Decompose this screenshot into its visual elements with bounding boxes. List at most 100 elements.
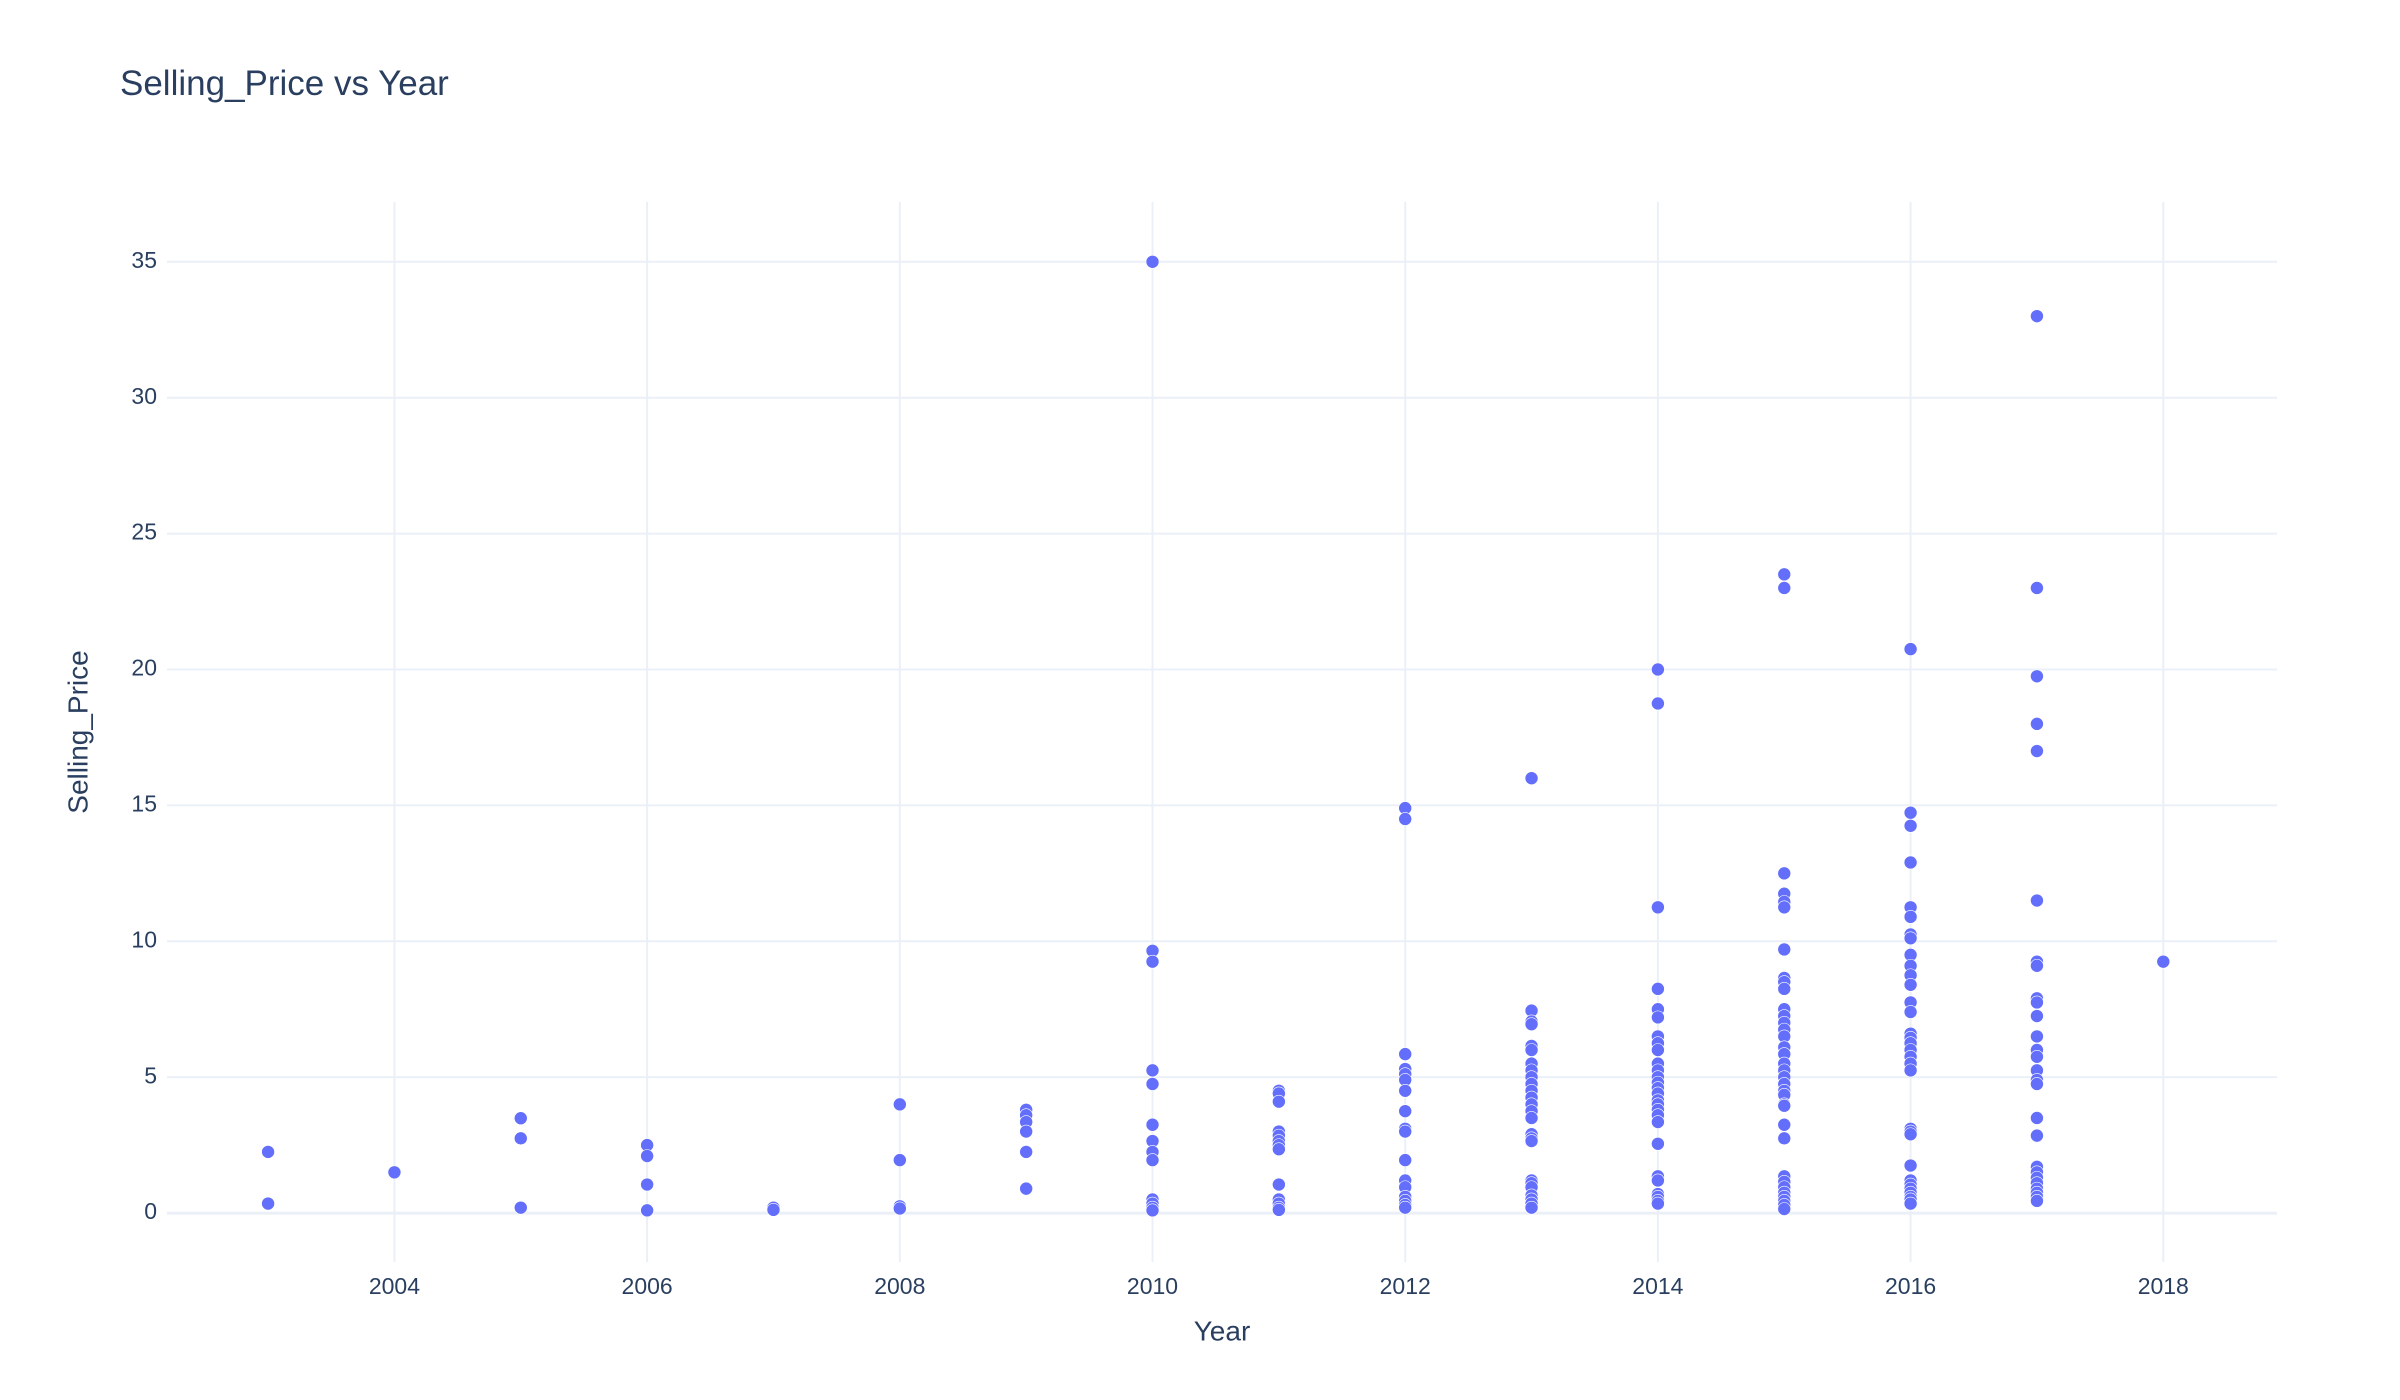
data-point[interactable] <box>1524 1200 1539 1215</box>
data-point[interactable] <box>1903 1127 1918 1142</box>
data-point[interactable] <box>1272 1177 1286 1192</box>
data-point[interactable] <box>1903 931 1918 946</box>
data-point[interactable] <box>1777 567 1792 582</box>
data-point[interactable] <box>1903 1005 1918 1019</box>
x-tick-label: 2006 <box>622 1273 673 1299</box>
data-point[interactable] <box>1903 855 1918 870</box>
data-point[interactable] <box>1398 1104 1413 1118</box>
data-point[interactable] <box>2030 1128 2044 1143</box>
data-point[interactable] <box>2030 1194 2044 1208</box>
data-point[interactable] <box>1272 1203 1286 1217</box>
data-point[interactable] <box>1524 1134 1539 1148</box>
data-point[interactable] <box>387 1165 402 1180</box>
y-tick-label: 0 <box>144 1198 157 1224</box>
data-point[interactable] <box>1777 581 1792 595</box>
data-point[interactable] <box>1398 1200 1413 1215</box>
data-point[interactable] <box>2030 995 2044 1010</box>
data-point[interactable] <box>1145 254 1160 269</box>
data-point[interactable] <box>1272 1142 1286 1157</box>
data-point[interactable] <box>766 1203 781 1217</box>
data-point[interactable] <box>1777 942 1792 957</box>
data-point[interactable] <box>1651 900 1665 915</box>
data-point[interactable] <box>1524 1043 1539 1057</box>
data-point[interactable] <box>2030 717 2044 731</box>
data-point[interactable] <box>893 1153 907 1167</box>
data-point[interactable] <box>2030 1077 2044 1091</box>
data-point[interactable] <box>2030 309 2044 323</box>
data-point[interactable] <box>1398 1124 1413 1139</box>
x-tick-label: 2016 <box>1885 1273 1936 1299</box>
x-tick-label: 2008 <box>874 1273 925 1299</box>
data-point[interactable] <box>1145 1117 1160 1132</box>
data-point[interactable] <box>2030 669 2044 684</box>
x-tick-labels: 2004 2006 2008 2010 2012 2014 2016 2018 <box>369 1273 2189 1299</box>
data-point[interactable] <box>1777 982 1792 996</box>
data-point[interactable] <box>2156 954 2171 969</box>
data-point[interactable] <box>893 1097 907 1112</box>
data-point[interactable] <box>1651 1010 1665 1025</box>
data-point[interactable] <box>1903 1158 1918 1173</box>
data-point[interactable] <box>1651 982 1665 996</box>
data-point[interactable] <box>1398 1083 1413 1098</box>
data-point[interactable] <box>1777 1117 1792 1132</box>
data-point[interactable] <box>2030 1029 2044 1044</box>
data-point[interactable] <box>2030 893 2044 908</box>
data-point[interactable] <box>1272 1094 1286 1109</box>
data-point[interactable] <box>1903 818 1918 833</box>
data-point[interactable] <box>1145 954 1160 969</box>
data-point[interactable] <box>1903 910 1918 924</box>
data-point[interactable] <box>1903 805 1918 820</box>
data-point[interactable] <box>513 1111 528 1126</box>
data-point[interactable] <box>1019 1124 1033 1139</box>
data-point[interactable] <box>1019 1145 1033 1159</box>
y-tick-label: 35 <box>131 247 157 273</box>
data-point[interactable] <box>1777 1202 1792 1216</box>
data-point[interactable] <box>1903 642 1918 656</box>
data-point[interactable] <box>1398 1153 1413 1167</box>
data-point[interactable] <box>261 1196 275 1211</box>
data-point[interactable] <box>1145 1077 1160 1091</box>
data-point[interactable] <box>2030 581 2044 595</box>
data-point[interactable] <box>1777 1098 1792 1113</box>
data-point[interactable] <box>1019 1181 1033 1196</box>
data-point[interactable] <box>513 1200 528 1215</box>
data-point[interactable] <box>1398 1047 1413 1061</box>
data-point[interactable] <box>1145 1063 1160 1078</box>
data-point[interactable] <box>1903 977 1918 992</box>
x-tick-label: 2004 <box>369 1273 420 1299</box>
data-point[interactable] <box>261 1145 275 1159</box>
data-points <box>261 254 2171 1218</box>
data-point[interactable] <box>640 1149 654 1163</box>
data-point[interactable] <box>1777 866 1792 881</box>
data-point[interactable] <box>640 1177 654 1192</box>
data-point[interactable] <box>513 1131 528 1146</box>
y-gridlines <box>167 260 2277 1215</box>
data-point[interactable] <box>1651 1115 1665 1129</box>
data-point[interactable] <box>1145 1203 1160 1218</box>
data-point[interactable] <box>1524 1017 1539 1031</box>
data-point[interactable] <box>1524 771 1539 786</box>
data-point[interactable] <box>1398 812 1413 826</box>
data-point[interactable] <box>1651 1043 1665 1057</box>
data-point[interactable] <box>1903 1063 1918 1078</box>
data-point[interactable] <box>2030 1049 2044 1064</box>
data-point[interactable] <box>2030 1111 2044 1125</box>
data-point[interactable] <box>2030 1009 2044 1023</box>
data-point[interactable] <box>640 1203 654 1218</box>
data-point[interactable] <box>1651 662 1665 677</box>
data-point[interactable] <box>1777 1131 1792 1146</box>
data-point[interactable] <box>1651 1136 1665 1151</box>
data-point[interactable] <box>2030 744 2044 758</box>
data-point[interactable] <box>2030 958 2044 973</box>
data-point[interactable] <box>1903 1196 1918 1211</box>
data-point[interactable] <box>1651 1173 1665 1188</box>
data-point[interactable] <box>1524 1111 1539 1125</box>
data-point[interactable] <box>893 1201 907 1216</box>
y-tick-label: 15 <box>131 790 157 816</box>
data-point[interactable] <box>1145 1153 1160 1167</box>
data-point[interactable] <box>1651 1196 1665 1211</box>
data-point[interactable] <box>1651 696 1665 711</box>
data-point[interactable] <box>1777 900 1792 915</box>
